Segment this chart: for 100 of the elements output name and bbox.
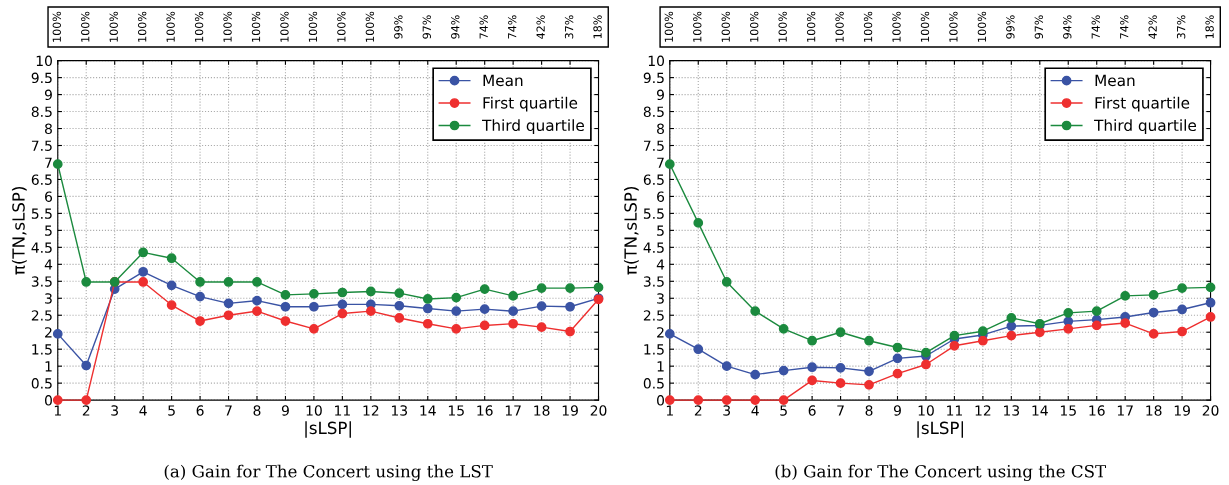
text: 100% [664, 11, 674, 42]
point [479, 304, 490, 315]
point [337, 299, 348, 310]
y-tick-label: 8 [657, 123, 664, 134]
point [81, 277, 92, 287]
text: 74% [479, 15, 488, 39]
text: 100% [81, 11, 90, 42]
point [664, 329, 675, 339]
point [280, 316, 291, 326]
legend-label: Mean [1095, 74, 1135, 87]
point [223, 298, 234, 309]
point [451, 292, 462, 303]
point [1205, 312, 1216, 322]
y-tick-label: 0.5 [643, 378, 664, 389]
text: 97% [422, 15, 431, 39]
point [195, 291, 205, 302]
text: 99% [1006, 15, 1015, 39]
point [565, 283, 575, 293]
point [309, 323, 319, 334]
y-tick-label: 9.5 [643, 72, 664, 84]
point [536, 283, 547, 293]
x-tick-label: 5 [780, 405, 787, 416]
point [1177, 326, 1187, 337]
point [252, 306, 262, 317]
x-tick-label: 19 [562, 405, 578, 416]
y-tick-label: 4 [44, 259, 53, 270]
text: 99% [394, 15, 403, 39]
point [138, 247, 149, 258]
point [337, 287, 348, 298]
point [394, 288, 405, 299]
y-tick-label: 5.5 [31, 208, 52, 219]
point [1063, 308, 1074, 318]
point [394, 300, 405, 311]
point [565, 326, 575, 337]
x-tick-label: 17 [1117, 405, 1133, 416]
point [365, 306, 376, 317]
point [223, 310, 234, 321]
point [1177, 304, 1187, 315]
text: 100% [251, 11, 261, 42]
text: 100% [920, 11, 930, 42]
x-tick-label: 15 [1060, 405, 1076, 416]
y-tick-label: 5.5 [643, 208, 664, 219]
text: (a) Gain for The Concert using the LST [164, 464, 493, 481]
text: 100% [835, 11, 844, 42]
point [778, 365, 789, 376]
y-tick-label: 7.5 [31, 140, 52, 151]
point [721, 361, 732, 372]
point [252, 277, 262, 287]
x-tick-label: 6 [808, 405, 816, 416]
x-axis-title: |sLSP| [305, 421, 351, 438]
point [309, 301, 319, 312]
point [536, 322, 547, 332]
y-tick-label: 0.5 [31, 378, 52, 389]
point [166, 253, 177, 264]
text: 100% [892, 11, 901, 42]
point [565, 301, 575, 312]
text: 74% [1120, 15, 1129, 39]
point [81, 360, 92, 371]
y-axis-title: π(TN,sLSP) [623, 187, 639, 275]
x-tick-label: 18 [1146, 405, 1162, 416]
point [1177, 283, 1187, 293]
legend-label: Third quartile [482, 119, 584, 135]
text: 94% [1063, 15, 1072, 39]
point [479, 320, 490, 331]
point [1205, 282, 1216, 293]
x-tick-label: 14 [1032, 405, 1048, 416]
point [508, 291, 519, 301]
x-tick-label: 1 [54, 405, 61, 416]
point [422, 294, 433, 304]
text: 100% [365, 11, 375, 42]
point [864, 335, 874, 346]
point [835, 378, 846, 389]
point [921, 359, 931, 370]
y-tick-label: 0 [44, 395, 52, 406]
text: 100% [693, 11, 702, 42]
point [921, 347, 931, 358]
x-tick-label: 12 [975, 405, 991, 416]
point [693, 218, 704, 228]
x-tick-label: 13 [1004, 405, 1020, 416]
point [1006, 321, 1017, 331]
x-tick-label: 4 [139, 405, 147, 416]
point [778, 323, 789, 334]
point [508, 318, 519, 329]
y-tick-label: 8 [45, 123, 52, 134]
point [1063, 323, 1074, 334]
point [664, 395, 675, 405]
x-tick-label: 16 [1089, 405, 1105, 416]
text: 37% [564, 15, 574, 39]
x-tick-label: 7 [837, 405, 844, 416]
y-tick-label: 9.5 [31, 72, 52, 84]
point [223, 277, 234, 287]
y-tick-label: 10 [648, 55, 665, 67]
x-tick-label: 14 [420, 405, 436, 416]
y-tick-label: 2 [45, 327, 52, 338]
text: 42% [1148, 15, 1157, 39]
point [1148, 290, 1159, 300]
text: 100% [52, 11, 61, 42]
point [949, 340, 960, 351]
text: (b) Gain for The Concert using the CST [775, 464, 1106, 481]
x-tick-label: 9 [281, 405, 289, 416]
